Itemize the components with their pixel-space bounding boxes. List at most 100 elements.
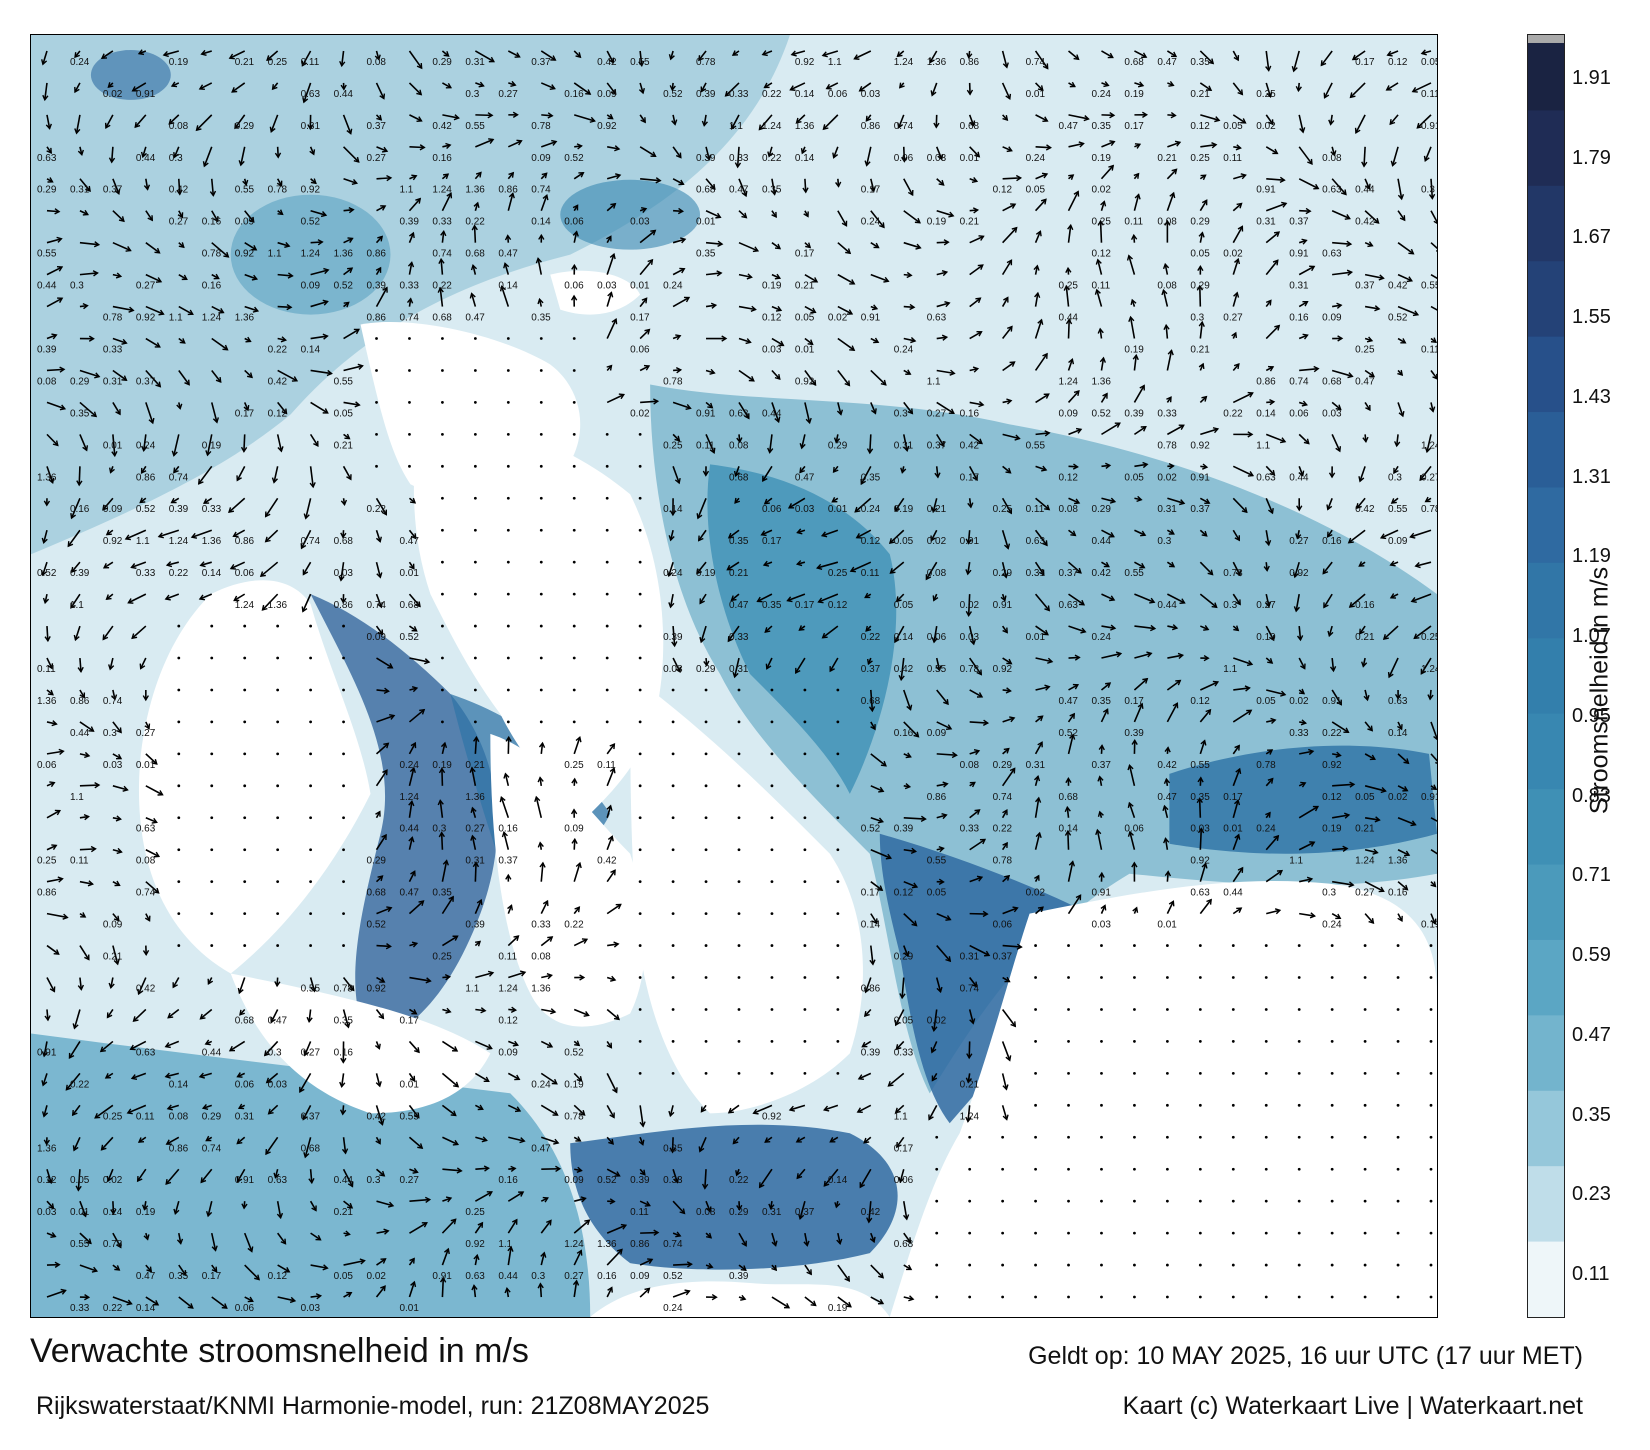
- speed-label: 0.16: [894, 728, 914, 739]
- current-arrow-head: [1006, 508, 1013, 515]
- current-arrow: [1035, 715, 1044, 723]
- current-arrow-head: [143, 184, 151, 191]
- current-arrow: [273, 466, 279, 483]
- current-arrow-head: [865, 115, 872, 122]
- current-arrow-head: [501, 830, 508, 838]
- current-arrow-head: [1095, 828, 1102, 836]
- current-arrow: [1265, 530, 1270, 546]
- current-arrow: [1001, 259, 1013, 276]
- current-arrow-head: [1074, 654, 1081, 661]
- current-arrow-head: [139, 497, 146, 504]
- current-arrow: [46, 114, 51, 129]
- current-arrow-head: [1099, 356, 1107, 363]
- current-arrow-head: [948, 408, 955, 415]
- current-arrow: [1322, 561, 1333, 575]
- current-arrow-head: [151, 758, 158, 765]
- current-arrow: [442, 1008, 451, 1013]
- land-grid-dot: [836, 944, 840, 947]
- current-arrow: [1101, 50, 1114, 59]
- land-grid-dot: [572, 624, 576, 628]
- current-arrow-head: [1196, 284, 1204, 291]
- speed-label: 0.55: [1026, 440, 1046, 451]
- current-arrow-head: [969, 639, 976, 646]
- speed-label: 0.37: [1091, 760, 1111, 771]
- current-arrow-head: [155, 381, 162, 388]
- current-arrow-head: [291, 376, 299, 382]
- land-grid-dot: [836, 880, 840, 884]
- speed-label: 0.21: [103, 952, 123, 963]
- speed-label: 0.55: [399, 1111, 419, 1122]
- current-arrow-head: [348, 206, 355, 214]
- current-arrow: [474, 50, 495, 63]
- current-arrow: [142, 146, 147, 158]
- model-run-info: Rijkswaterstaat/KNMI Harmonie-model, run…: [36, 1392, 710, 1420]
- speed-label: 0.24: [70, 57, 90, 68]
- speed-label: 0.21: [927, 504, 947, 515]
- current-arrow: [1391, 146, 1399, 166]
- land-grid-dot: [704, 720, 708, 724]
- current-arrow-head: [323, 267, 330, 275]
- current-arrow-head: [60, 1288, 67, 1295]
- current-arrow-head: [354, 401, 361, 408]
- land-grid-dot: [836, 912, 840, 916]
- current-arrow-head: [1244, 685, 1251, 692]
- current-arrow: [1332, 847, 1348, 851]
- colorbar-segment: [1528, 35, 1564, 112]
- land-grid-dot: [177, 880, 181, 884]
- current-arrow-head: [473, 1253, 480, 1261]
- current-arrow: [177, 178, 181, 195]
- speed-label: 0.11: [1091, 281, 1110, 292]
- current-arrow-head: [164, 594, 171, 601]
- current-arrow: [442, 1168, 462, 1172]
- speed-label: 0.39: [399, 217, 419, 228]
- current-arrow: [858, 1072, 872, 1080]
- current-arrow-head: [1367, 241, 1374, 248]
- current-arrow-head: [1269, 398, 1276, 406]
- current-arrow: [1035, 657, 1053, 663]
- current-arrow-head: [322, 408, 329, 414]
- speed-label: 0.09: [597, 89, 617, 100]
- speed-label: 0.68: [235, 1015, 255, 1026]
- current-arrow-head: [274, 152, 282, 159]
- speed-label: 1.36: [1091, 376, 1111, 387]
- speed-label: 1.1: [729, 121, 743, 132]
- current-arrow-head: [1335, 751, 1342, 758]
- speed-label: 0.05: [795, 313, 815, 324]
- current-arrow: [409, 114, 422, 122]
- current-arrow: [1299, 750, 1314, 755]
- current-arrow: [672, 433, 680, 442]
- speed-label: 0.05: [1124, 472, 1144, 483]
- current-arrow: [870, 1232, 875, 1243]
- current-arrow-head: [94, 372, 101, 379]
- current-arrow-head: [173, 152, 179, 159]
- current-arrow: [408, 50, 423, 69]
- map-panel[interactable]: 0.24 0.19 0.21 0.25 0.11 0.08 0.29 0.31 0.37 0.42…: [30, 34, 1438, 1318]
- current-arrow-head: [176, 189, 183, 196]
- speed-label: 0.03: [597, 281, 617, 292]
- current-arrow: [969, 689, 983, 698]
- current-arrow-head: [287, 272, 294, 279]
- land-grid-dot: [375, 337, 378, 340]
- speed-label: 0.25: [1256, 89, 1276, 100]
- land-grid-dot: [1133, 976, 1136, 979]
- current-arrow: [1298, 466, 1304, 476]
- speed-label: 0.91: [1421, 121, 1437, 132]
- current-arrow: [441, 1104, 457, 1117]
- current-arrow-head: [507, 1245, 514, 1252]
- current-arrow-head: [380, 1285, 386, 1292]
- current-arrow: [302, 561, 312, 575]
- land-grid-dot: [506, 432, 510, 436]
- speed-label: 0.14: [1388, 728, 1408, 739]
- current-arrow: [771, 178, 776, 195]
- current-arrow-head: [51, 333, 58, 340]
- speed-label: 0.44: [1059, 313, 1079, 324]
- speed-label: 0.05: [1256, 696, 1276, 707]
- current-arrow-head: [228, 1045, 236, 1052]
- land-grid-dot: [473, 560, 477, 564]
- land-grid-dot: [1067, 1199, 1070, 1203]
- speed-label: 0.12: [1190, 696, 1210, 707]
- land-grid-dot: [1297, 1167, 1301, 1171]
- current-arrow-head: [303, 513, 310, 520]
- land-grid-dot: [1396, 1040, 1400, 1043]
- speed-label: 0.12: [1091, 249, 1111, 260]
